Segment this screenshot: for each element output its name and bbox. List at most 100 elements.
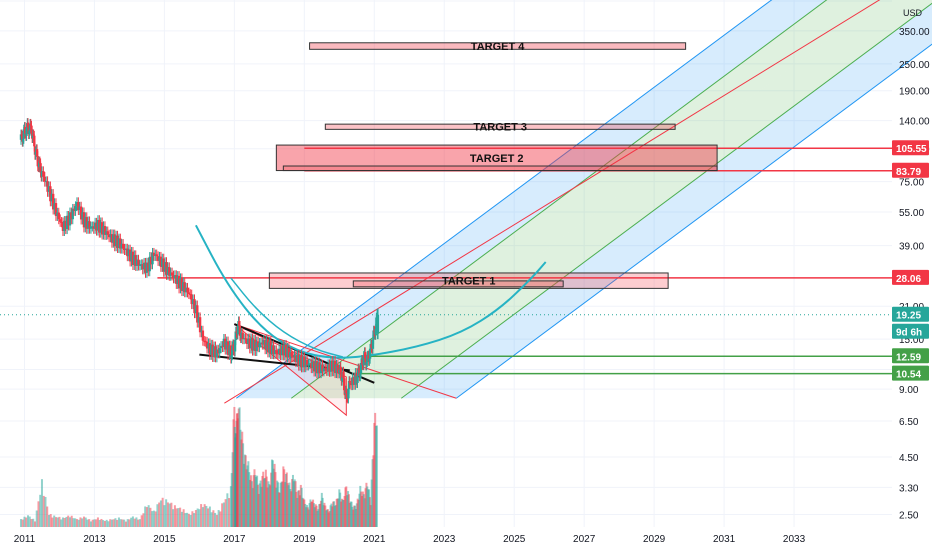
candle-body xyxy=(19,134,23,140)
volume-bar xyxy=(203,504,206,527)
x-tick-label: 2021 xyxy=(363,534,386,545)
candle-body xyxy=(307,363,310,366)
candle-body xyxy=(219,345,223,349)
candle-body xyxy=(112,234,115,243)
candle-body xyxy=(72,208,76,211)
candle-body xyxy=(21,135,24,142)
candle-body xyxy=(325,368,328,371)
volume-bar xyxy=(96,517,99,527)
target-box-inner xyxy=(282,165,718,172)
candle-body xyxy=(356,376,359,383)
candle-body xyxy=(317,362,320,374)
volume-bar xyxy=(163,505,166,527)
target-box xyxy=(309,42,687,50)
candle-body xyxy=(57,212,60,220)
candle-body xyxy=(290,352,293,357)
candle-body xyxy=(310,363,313,369)
candle-body xyxy=(340,377,344,381)
candle-body xyxy=(284,344,288,358)
volume-bar xyxy=(149,507,152,527)
candle-body xyxy=(269,341,272,354)
volume-bar xyxy=(208,506,211,527)
target-label: TARGET 2 xyxy=(470,153,524,165)
y-tick-label: 2.50 xyxy=(899,510,919,521)
candle-body xyxy=(234,331,237,341)
candle-body xyxy=(348,381,352,383)
candle-body xyxy=(359,363,363,374)
candle-body xyxy=(147,262,150,272)
wedge-lower-line xyxy=(199,353,350,372)
candle-body xyxy=(53,203,56,210)
x-tick-label: 2015 xyxy=(153,534,176,545)
candle-body xyxy=(145,262,149,273)
candle-body xyxy=(232,344,235,351)
volume-bar xyxy=(144,506,147,527)
candle-body xyxy=(33,146,37,155)
volume-bar xyxy=(103,520,106,527)
volume-bar xyxy=(375,425,378,527)
candle-body xyxy=(244,338,247,340)
candle-body xyxy=(177,275,181,289)
volume-bar xyxy=(130,517,133,527)
candle-body xyxy=(205,341,209,349)
candle-body xyxy=(293,355,296,358)
candle-body xyxy=(297,354,300,366)
target-label: TARGET 4 xyxy=(471,41,525,53)
candle-body xyxy=(372,330,375,340)
candle-body xyxy=(279,348,282,356)
candle-body xyxy=(138,264,142,266)
volume-bar xyxy=(133,518,136,527)
candle-body xyxy=(224,338,227,350)
candle-body xyxy=(215,349,219,358)
candle-body xyxy=(130,251,133,262)
candle-body xyxy=(51,193,55,210)
candle-body xyxy=(28,123,32,131)
candle-body xyxy=(280,345,284,356)
candle-body xyxy=(324,368,327,370)
candle-body xyxy=(311,361,314,369)
candle-body xyxy=(270,345,274,354)
candle-body xyxy=(303,356,306,368)
candle-body xyxy=(362,355,365,366)
candle-body xyxy=(265,340,268,350)
y-tick-label: 39.00 xyxy=(899,242,924,253)
volume-bar xyxy=(107,521,110,527)
candle-body xyxy=(109,234,112,238)
candle-body xyxy=(207,343,210,349)
volume-bar xyxy=(205,505,208,527)
volume-bar xyxy=(131,516,134,527)
pitchfork-line xyxy=(456,43,932,399)
candle-body xyxy=(356,368,360,377)
candle-body xyxy=(70,212,73,220)
candle-body xyxy=(155,254,158,257)
candle-body xyxy=(22,129,25,139)
candle-body xyxy=(300,355,303,368)
candle-body xyxy=(275,350,278,354)
candle-body xyxy=(126,248,129,257)
volume-bar xyxy=(189,515,192,527)
volume-bar xyxy=(21,519,24,527)
candle-body xyxy=(203,340,206,342)
volume-bar xyxy=(63,517,66,527)
candle-body xyxy=(154,254,157,256)
candle-body xyxy=(186,287,189,293)
price-label-text: 28.06 xyxy=(896,274,921,285)
candle-body xyxy=(64,220,67,230)
candle-body xyxy=(168,267,171,276)
candle-body xyxy=(74,206,77,211)
candle-body xyxy=(314,361,317,372)
candle-body xyxy=(124,248,128,250)
volume-bar xyxy=(19,519,22,527)
price-label-text: 105.55 xyxy=(896,144,927,155)
candle-body xyxy=(339,366,342,374)
volume-bar xyxy=(49,514,52,527)
candle-body xyxy=(28,130,31,135)
volume-bar xyxy=(175,508,178,527)
candle-body xyxy=(368,348,372,359)
candle-body xyxy=(38,161,42,164)
candle-body xyxy=(247,338,250,345)
volume-bar xyxy=(58,516,61,527)
volume-bar xyxy=(186,512,189,527)
